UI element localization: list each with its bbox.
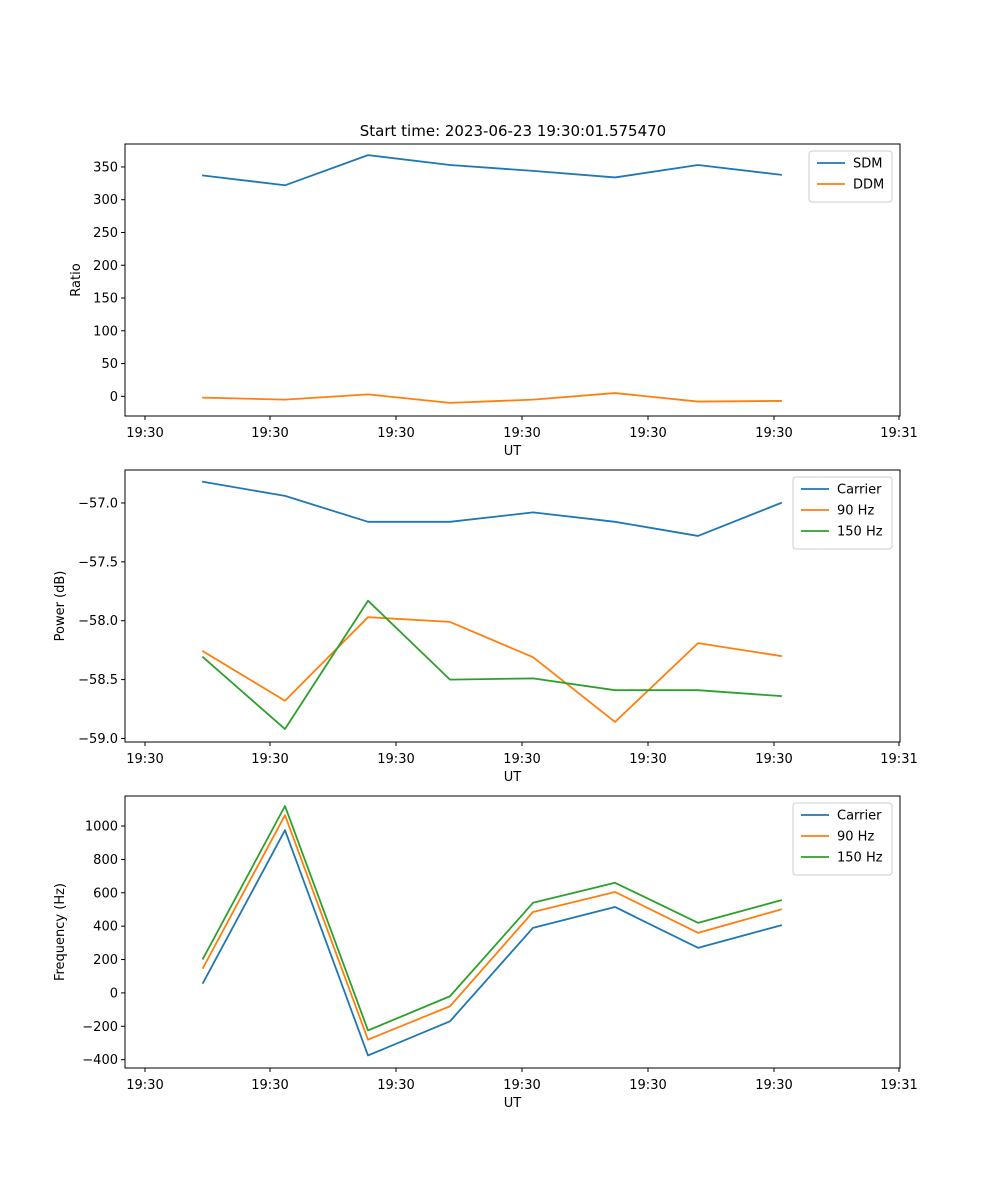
legend-label: 150 Hz [837, 851, 883, 866]
series-line-90-hz [201, 616, 783, 723]
x-tick-label: 19:30 [377, 1078, 414, 1093]
y-axis-label: Power (dB) [53, 571, 68, 642]
series-line-90-hz [201, 814, 783, 1041]
x-tick-label: 19:30 [629, 426, 666, 441]
x-tick-label: 19:30 [126, 752, 163, 767]
y-axis-label: Frequency (Hz) [53, 883, 68, 981]
y-tick-label: −57.0 [78, 496, 118, 511]
x-tick-label: 19:30 [755, 752, 792, 767]
y-tick-label: 200 [93, 953, 118, 968]
y-tick-label: 1000 [85, 820, 118, 835]
x-tick-label: 19:30 [377, 752, 414, 767]
y-tick-label: 200 [93, 259, 118, 274]
y-tick-label: 800 [93, 853, 118, 868]
legend-label: 90 Hz [837, 504, 874, 519]
y-tick-label: −58.5 [78, 673, 118, 688]
y-tick-label: 400 [93, 920, 118, 935]
legend-label: 150 Hz [837, 525, 883, 540]
y-tick-label: −59.0 [78, 732, 118, 747]
y-tick-label: 0 [110, 390, 118, 405]
legend: Carrier 90 Hz 150 Hz [792, 476, 893, 550]
x-tick-label: 19:30 [251, 752, 288, 767]
chart-panel-2: 19:30 19:30 19:30 19:30 19:30 19:30 19:31 −59.0… [53, 469, 918, 785]
series-line-150-hz [201, 599, 782, 730]
y-tick-label: −57.5 [78, 555, 118, 570]
series-line-ddm [202, 392, 782, 404]
series-line-150-hz [201, 805, 783, 1032]
x-tick-label: 19:30 [503, 426, 540, 441]
y-tick-label: 0 [110, 986, 118, 1001]
x-tick-label: 19:31 [880, 1078, 917, 1093]
y-tick-label: 250 [93, 226, 118, 241]
x-tick-label: 19:30 [755, 426, 792, 441]
x-tick-label: 19:30 [251, 426, 288, 441]
x-axis-label: UT [504, 1096, 522, 1111]
legend-label: Carrier [837, 809, 882, 824]
y-tick-label: −400 [82, 1053, 118, 1068]
x-tick-label: 19:30 [503, 1078, 540, 1093]
y-tick-label: 600 [93, 886, 118, 901]
y-tick-label: 300 [93, 193, 118, 208]
x-axis-label: UT [504, 444, 522, 459]
x-tick-label: 19:30 [126, 1078, 163, 1093]
figure-title: Start time: 2023-06-23 19:30:01.575470 [360, 122, 666, 140]
x-tick-label: 19:30 [251, 1078, 288, 1093]
y-tick-label: 350 [93, 160, 118, 175]
y-tick-label: 150 [93, 292, 118, 307]
legend: SDM DDM [808, 150, 893, 203]
x-tick-label: 19:31 [880, 752, 917, 767]
x-tick-label: 19:30 [503, 752, 540, 767]
legend-label: 90 Hz [837, 830, 874, 845]
plot-area-frame [124, 143, 901, 417]
series-line-sdm [201, 154, 782, 187]
y-tick-label: 100 [93, 324, 118, 339]
x-tick-label: 19:30 [755, 1078, 792, 1093]
legend-label: DDM [853, 178, 884, 193]
legend-label: SDM [853, 157, 882, 172]
series-line-carrier [201, 480, 783, 537]
legend: Carrier 90 Hz 150 Hz [792, 802, 893, 876]
y-axis-label: Ratio [69, 263, 84, 296]
series-line-carrier [201, 829, 783, 1057]
x-tick-label: 19:30 [629, 752, 666, 767]
plot-area-frame [124, 469, 901, 743]
x-tick-label: 19:31 [880, 426, 917, 441]
chart-panel-1: 19:30 19:30 19:30 19:30 19:30 19:30 19:31 0 50 10… [69, 143, 918, 459]
y-tick-label: −200 [82, 1020, 118, 1035]
y-tick-label: 50 [101, 357, 118, 372]
chart-panel-3: 19:30 19:30 19:30 19:30 19:30 19:30 19:31 −400 −… [53, 795, 918, 1111]
legend-label: Carrier [837, 483, 882, 498]
x-axis-label: UT [504, 770, 522, 785]
x-tick-label: 19:30 [629, 1078, 666, 1093]
plot-area-frame [124, 795, 901, 1069]
y-tick-label: −58.0 [78, 614, 118, 629]
x-tick-label: 19:30 [377, 426, 414, 441]
x-tick-label: 19:30 [126, 426, 163, 441]
